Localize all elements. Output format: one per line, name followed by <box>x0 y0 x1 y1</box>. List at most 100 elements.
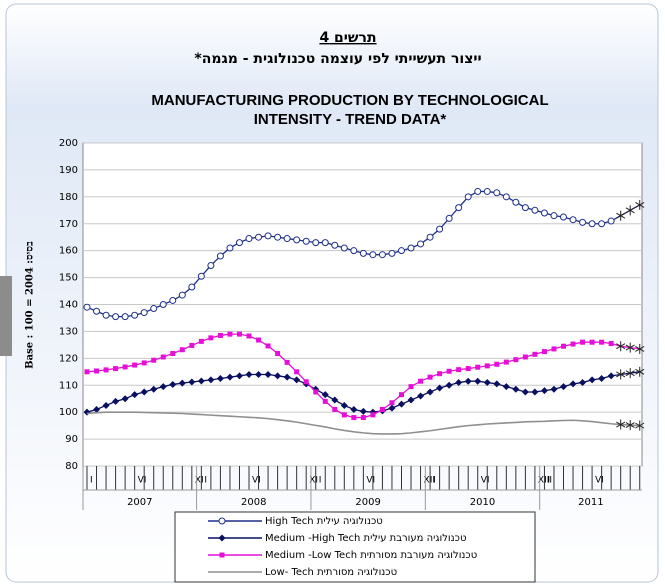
asterisk-marker <box>625 368 635 379</box>
point <box>445 214 453 222</box>
point <box>512 385 520 393</box>
point <box>608 341 614 347</box>
point <box>598 220 606 228</box>
asterisk-stroke <box>616 343 626 350</box>
point <box>159 383 167 391</box>
point <box>170 350 176 356</box>
asterisk-stroke <box>616 421 626 428</box>
point <box>93 307 101 315</box>
point <box>389 400 395 406</box>
x-group-label: 2010 <box>470 497 495 508</box>
point <box>264 370 272 378</box>
series-line <box>86 411 640 435</box>
point <box>113 366 119 372</box>
point <box>150 305 158 313</box>
point <box>350 405 358 413</box>
point <box>122 364 128 370</box>
point <box>207 376 215 384</box>
point <box>388 249 396 257</box>
point <box>426 233 434 241</box>
point <box>189 342 195 348</box>
point <box>112 313 120 321</box>
point <box>521 388 529 396</box>
asterisk-marker <box>625 205 635 216</box>
point <box>218 517 226 525</box>
point <box>521 204 529 212</box>
point <box>140 388 148 396</box>
point <box>551 346 557 352</box>
point <box>599 339 605 345</box>
point <box>256 337 262 343</box>
point <box>293 236 301 244</box>
point <box>513 357 519 363</box>
point <box>417 392 425 400</box>
legend <box>174 511 536 583</box>
point <box>340 401 348 409</box>
point <box>93 405 101 413</box>
point <box>283 373 291 381</box>
point <box>121 395 129 403</box>
point <box>94 368 100 374</box>
point <box>218 534 226 542</box>
point <box>197 272 205 280</box>
x-tick-label: I <box>547 476 550 486</box>
asterisk-stroke <box>625 422 635 429</box>
point <box>541 349 547 355</box>
point <box>436 384 444 392</box>
legend-label: Low- Tech טכנולוגיה מסורתית <box>265 567 397 578</box>
x-tick-label: I <box>90 476 93 486</box>
chart-title: MANUFACTURING PRODUCTION BY TECHNOLOGICA… <box>151 92 548 109</box>
point <box>216 252 224 260</box>
point <box>274 372 282 380</box>
point <box>493 189 501 197</box>
point <box>607 217 615 225</box>
point <box>235 372 243 380</box>
point <box>141 360 147 366</box>
y-tick-label: 170 <box>59 219 78 230</box>
point <box>226 244 234 252</box>
point <box>293 376 301 384</box>
y-tick-label: 140 <box>59 300 78 311</box>
point <box>455 379 463 387</box>
point <box>483 379 491 387</box>
point <box>408 384 414 390</box>
point <box>245 370 253 378</box>
point <box>321 391 329 399</box>
point <box>398 392 404 398</box>
point <box>531 206 539 214</box>
point <box>159 301 167 308</box>
point <box>531 388 539 396</box>
point <box>570 341 576 347</box>
point <box>589 339 595 345</box>
point <box>178 379 186 387</box>
point <box>275 350 281 356</box>
point <box>350 247 358 255</box>
asterisk-stroke <box>635 422 645 429</box>
point <box>216 375 224 383</box>
point <box>388 404 396 412</box>
point <box>245 235 253 243</box>
asterisk-stroke <box>616 371 626 378</box>
x-tick-label: VI <box>481 476 490 486</box>
asterisk-stroke <box>625 370 635 377</box>
point <box>446 368 452 374</box>
point <box>265 343 271 349</box>
point <box>560 383 567 391</box>
point <box>464 193 472 201</box>
point <box>302 237 310 245</box>
point <box>407 396 415 404</box>
x-tick-label: I <box>433 476 436 486</box>
x-group-label: 2009 <box>355 497 380 508</box>
point <box>369 251 377 259</box>
point <box>397 247 405 255</box>
asterisk-marker <box>616 341 626 352</box>
point <box>255 233 263 241</box>
x-tick-label: XI <box>195 476 204 486</box>
point <box>550 385 558 393</box>
x-tick-label: XI <box>309 476 318 486</box>
asterisk-stroke <box>625 207 635 214</box>
y-tick-label: 100 <box>59 407 78 418</box>
point <box>484 363 490 369</box>
point <box>397 400 405 408</box>
